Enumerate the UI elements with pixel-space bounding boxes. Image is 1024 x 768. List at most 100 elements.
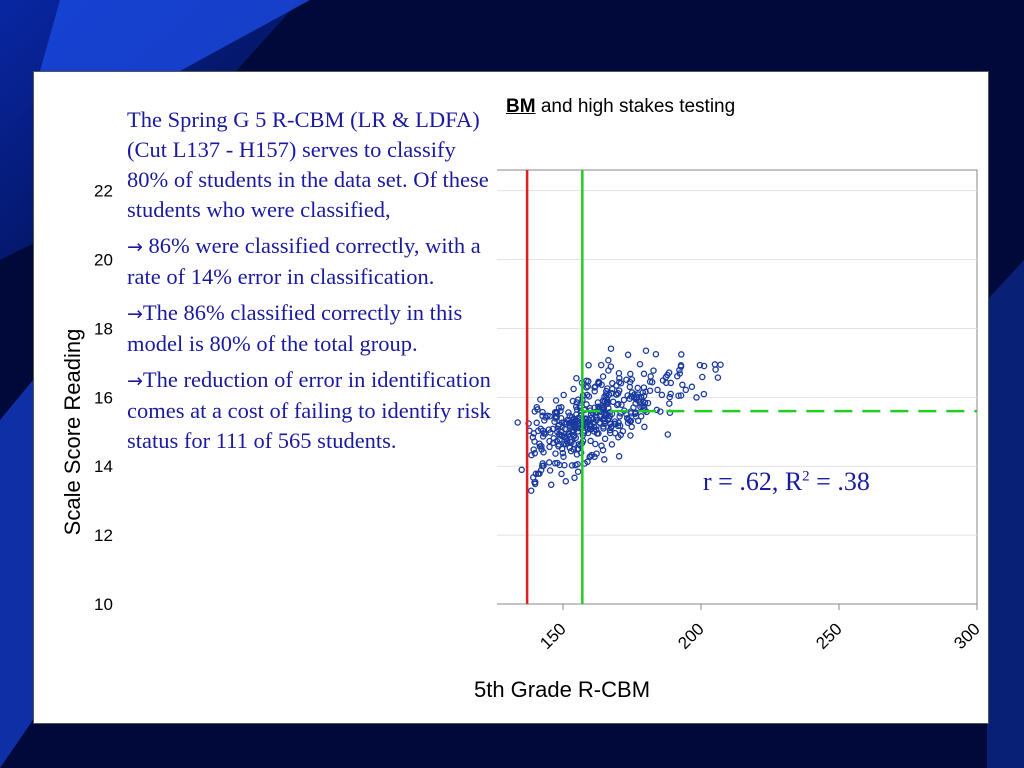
data-point (573, 374, 580, 382)
data-point (644, 399, 652, 407)
data-point (666, 393, 673, 401)
data-point (607, 363, 615, 370)
data-point (553, 410, 561, 417)
data-point (571, 474, 578, 482)
data-point (605, 405, 612, 412)
data-point (700, 362, 708, 370)
data-point (607, 345, 615, 352)
data-point (676, 370, 684, 377)
data-point (620, 396, 628, 404)
data-point (559, 449, 567, 457)
data-point (630, 404, 637, 411)
data-point (529, 474, 537, 481)
y-tick-label: 10 (94, 595, 113, 614)
x-axis-label: 5th Grade R-CBM (474, 677, 650, 702)
data-point (546, 467, 554, 474)
data-point (587, 437, 594, 445)
data-point (608, 390, 615, 397)
arrow-icon: → (127, 236, 143, 258)
data-point (618, 401, 625, 409)
arrow-icon: → (127, 370, 143, 392)
data-point (539, 460, 546, 467)
data-point (664, 371, 671, 379)
data-point (530, 446, 537, 453)
data-point (628, 389, 636, 396)
x-tick-label: 150 (536, 619, 569, 652)
data-point (584, 383, 592, 390)
callout-textbox: The Spring G 5 R-CBM (LR & LDFA) (Cut L1… (119, 105, 497, 667)
data-point (595, 378, 602, 386)
data-point (562, 440, 570, 448)
data-point (560, 453, 567, 460)
correlation-annotation: r = .62, R2 = .38 (703, 467, 870, 496)
data-point (666, 400, 673, 407)
callout-paragraph-3: →The 86% classified correctly in this mo… (127, 300, 463, 356)
data-point (626, 378, 634, 386)
data-point (663, 379, 670, 387)
data-point (583, 401, 590, 408)
data-point (657, 408, 664, 415)
data-point (551, 460, 559, 467)
data-point (601, 435, 609, 443)
data-point (530, 430, 538, 437)
y-tick-label: 12 (94, 526, 113, 545)
data-point (560, 391, 567, 399)
data-point (556, 435, 563, 443)
data-point (714, 374, 722, 381)
data-point (574, 468, 582, 475)
data-point (552, 450, 559, 457)
data-point (712, 366, 719, 373)
callout-paragraph-4: →The reduction of error in identificatio… (127, 367, 491, 453)
data-point (693, 394, 700, 401)
data-point (555, 404, 563, 412)
data-point (572, 403, 580, 410)
x-tick-label: 300 (950, 619, 983, 652)
data-point (678, 351, 685, 358)
data-point (546, 437, 553, 445)
data-point (565, 409, 572, 416)
data-point (539, 433, 547, 440)
data-point (566, 422, 573, 429)
data-point (538, 446, 545, 453)
plot-area (495, 169, 978, 605)
data-point (527, 487, 535, 494)
data-point (633, 394, 641, 401)
data-point (534, 406, 541, 413)
data-point (570, 419, 578, 426)
data-point (636, 360, 644, 368)
data-point (547, 481, 555, 489)
data-point (627, 370, 634, 378)
x-tick-label: 250 (812, 619, 845, 652)
data-point (667, 379, 675, 387)
data-point (593, 416, 600, 424)
data-point (554, 425, 562, 432)
data-point (679, 381, 686, 389)
data-point (640, 392, 648, 400)
data-point (558, 404, 565, 411)
data-point (601, 417, 608, 425)
data-point (637, 403, 644, 411)
data-point (615, 400, 622, 408)
scatter-chart: 10 12 14 16 18 20 22 150 200 250 300 5th Grade R-C… (60, 169, 984, 702)
data-point (518, 466, 525, 474)
data-point (601, 420, 608, 428)
data-point (667, 390, 674, 398)
data-point (568, 438, 575, 446)
data-point (599, 373, 607, 380)
data-point (514, 419, 521, 426)
data-point (658, 391, 666, 399)
data-point (654, 386, 661, 394)
data-point (555, 421, 563, 428)
data-point (677, 392, 685, 399)
data-point (597, 361, 605, 369)
data-point (616, 413, 623, 420)
data-point (542, 414, 550, 421)
data-point (545, 426, 553, 433)
data-point (562, 478, 570, 485)
data-point (612, 390, 620, 398)
data-point (591, 384, 598, 391)
data-point (538, 462, 546, 470)
data-point (561, 461, 568, 469)
data-point (675, 392, 682, 399)
x-tick-label: 200 (674, 619, 707, 652)
